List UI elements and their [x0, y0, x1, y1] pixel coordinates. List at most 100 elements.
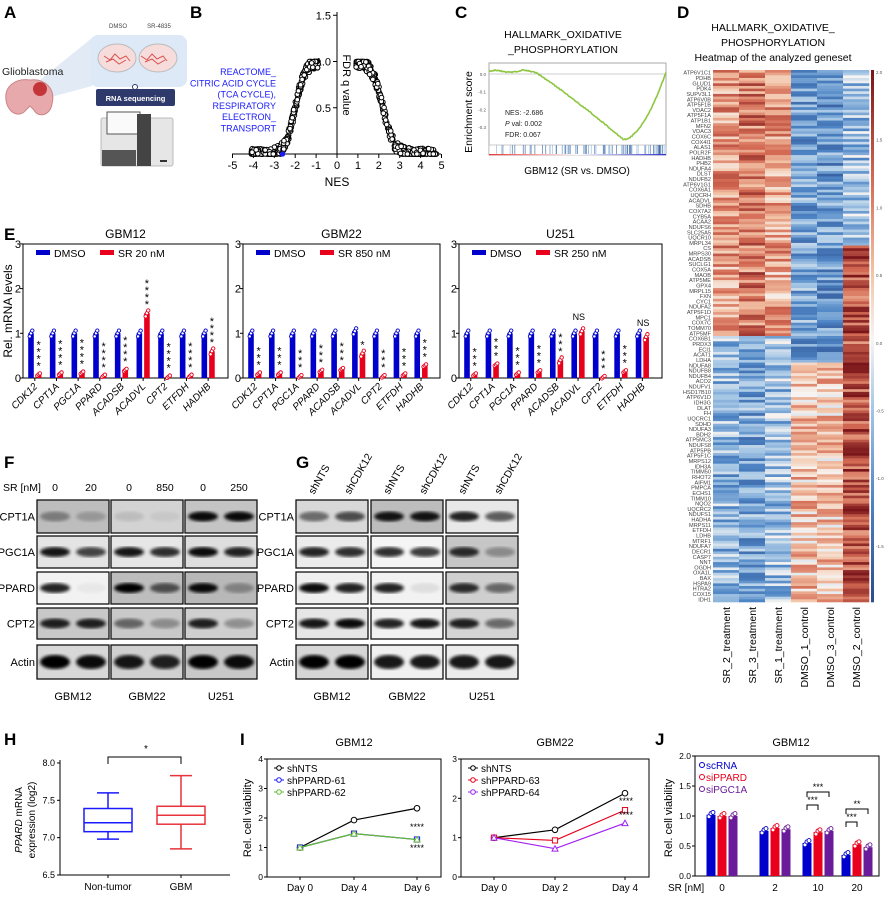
protein-band	[150, 547, 180, 557]
replicate-point	[181, 328, 187, 333]
heatmap-cell	[713, 256, 740, 260]
heatmap-cell	[713, 258, 740, 262]
heatmap-cell	[817, 317, 844, 321]
protein-band	[410, 511, 440, 522]
data-point	[381, 104, 387, 111]
heatmap-cell	[791, 224, 818, 228]
heatmap-cell	[713, 274, 740, 278]
heatmap-cell	[817, 101, 844, 105]
heatmap-cell	[817, 128, 844, 132]
colorbar-segment	[871, 362, 874, 369]
heatmap-cell	[791, 125, 818, 129]
heatmap-cell	[843, 378, 870, 382]
heatmap-cell	[817, 495, 844, 499]
data-point	[420, 150, 426, 157]
replicate-point	[828, 826, 834, 832]
heatmap-cell	[843, 266, 870, 270]
heatmap-cell	[739, 466, 766, 470]
significance-stars: ***	[846, 812, 857, 822]
replicate-point	[73, 328, 78, 333]
heatmap-cell	[791, 508, 818, 512]
heatmap-cell	[791, 421, 818, 425]
x-axis-label: NES	[325, 175, 350, 189]
heatmap-cell	[739, 330, 766, 334]
heatmap-cell	[817, 570, 844, 574]
cell-line-label: GBM12	[54, 691, 91, 703]
heatmap-cell	[843, 405, 870, 409]
gene-label: PHB2	[696, 161, 711, 167]
heatmap-cell	[713, 476, 740, 480]
heatmap-cell	[739, 163, 766, 167]
protein-band	[114, 547, 144, 557]
heatmap-cell	[739, 96, 766, 100]
gene-label: IDH3A	[695, 464, 712, 470]
replicate-point	[95, 328, 100, 333]
heatmap-cell	[739, 594, 766, 597]
heatmap-cell	[765, 524, 792, 528]
heatmap-cell	[791, 354, 818, 358]
significance-star: *	[277, 353, 282, 365]
heatmap-cell	[739, 149, 766, 153]
legend-swatch-sr	[536, 250, 550, 255]
heatmap-cell	[739, 402, 766, 406]
heatmap-cell	[765, 298, 792, 302]
protein-band	[150, 655, 180, 669]
heatmap-cell	[765, 548, 792, 552]
heatmap-cell	[739, 527, 766, 531]
heatmap-cell	[843, 104, 870, 108]
replicate-point	[867, 842, 873, 848]
heatmap-cell	[765, 461, 792, 464]
heatmap-cell	[843, 216, 870, 220]
heatmap-cell	[713, 373, 740, 377]
dmso-bar	[549, 333, 556, 378]
replicate-point	[732, 811, 738, 817]
heatmap-cell	[739, 455, 766, 459]
protein-band	[150, 618, 180, 629]
heatmap-cell	[765, 469, 792, 472]
heatmap-cell	[791, 320, 818, 323]
heatmap-cell	[765, 306, 792, 310]
heatmap-cell	[739, 564, 766, 568]
colorbar-segment	[871, 410, 874, 417]
heatmap-cell	[739, 336, 766, 339]
y-tick-label: 2	[451, 284, 457, 296]
significance-star: *	[123, 349, 128, 361]
heatmap-cell	[843, 575, 870, 579]
heatmap-cell	[765, 229, 792, 233]
heatmap-cell	[817, 413, 844, 417]
heatmap-cell	[817, 522, 844, 526]
heatmap-cell	[843, 431, 870, 435]
heatmap-cell	[791, 226, 818, 230]
colorbar-segment	[871, 144, 874, 151]
heatmap-cell	[817, 338, 844, 342]
connector-dot	[132, 84, 138, 90]
heatmap-cell	[817, 554, 844, 558]
gene-label: SDHD	[695, 422, 711, 428]
heatmap-cell	[791, 455, 818, 459]
heatmap-cell	[739, 168, 766, 172]
heatmap-cell	[739, 407, 766, 411]
heatmap-cell	[739, 112, 766, 116]
heatmap-cell	[765, 269, 792, 273]
protein-band	[188, 618, 218, 629]
gene-label: MPC1	[695, 315, 711, 321]
legend-label: shNTS	[287, 764, 318, 775]
heatmap-cell	[791, 147, 818, 151]
heatmap-cell	[843, 514, 870, 518]
heatmap-cell	[791, 288, 818, 292]
replicate-point	[333, 328, 338, 333]
colorbar-segment	[871, 282, 874, 289]
protein-band	[485, 618, 515, 629]
heatmap-cell	[843, 123, 870, 127]
heatmap-cell	[843, 290, 870, 294]
tissue-label: Glioblastoma	[2, 66, 63, 78]
heatmap-cell	[765, 349, 792, 353]
data-point	[281, 137, 287, 144]
heatmap-cell	[843, 399, 870, 403]
heatmap-cell	[713, 591, 740, 595]
replicate-point	[395, 328, 400, 333]
heatmap-cell	[713, 163, 740, 167]
heatmap-cell	[739, 88, 766, 92]
y-tick-label: 2	[452, 793, 457, 803]
heatmap-cell	[739, 165, 766, 169]
